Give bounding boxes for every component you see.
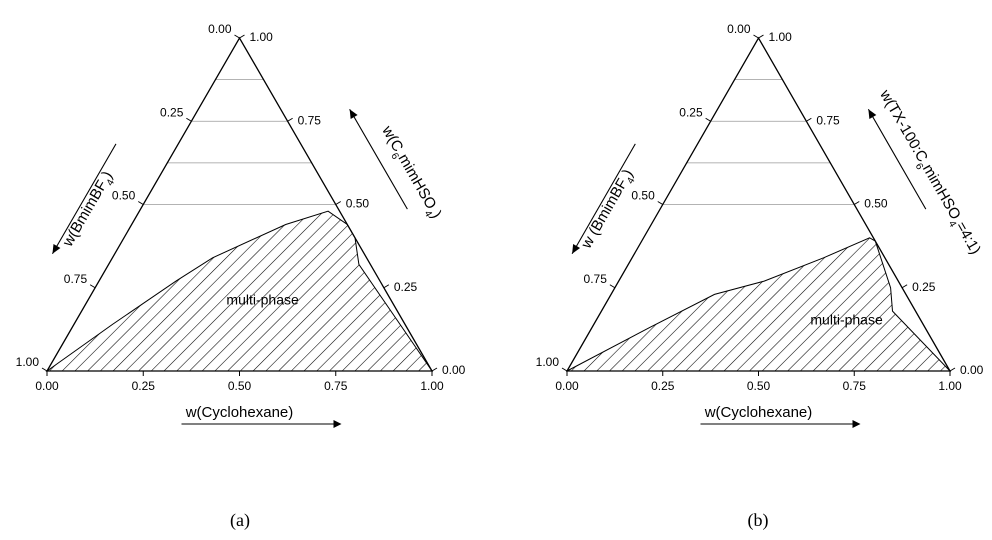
right-tick: [949, 367, 956, 372]
bottom-tick-label: 0.75: [843, 379, 867, 393]
ternary-chart-a: 0.00 0.25 0.50 0.75 1.00 0.00 0.25 0.50 0.75 1.00…: [16, 22, 466, 531]
left-tick: [186, 117, 192, 122]
left-tick-label: 1.00: [16, 355, 40, 369]
bottom-tick-label: 0.25: [651, 379, 675, 393]
right-axis-title-part: 4: [421, 209, 434, 220]
right-axis-arrowhead: [868, 109, 877, 120]
left-tick: [234, 34, 240, 39]
left-axis-title-main: w (BmimBF: [577, 176, 631, 253]
right-axis-title-part: mimHSO: [919, 161, 964, 222]
left-tick: [753, 34, 759, 39]
left-axis-arrow: [571, 143, 636, 255]
bottom-axis-title: w(Cyclohexane): [704, 404, 813, 421]
chart-caption: (b): [748, 510, 769, 531]
right-axis-title-part: 6: [388, 151, 401, 162]
bottom-axis-arrowhead: [852, 420, 861, 428]
left-axis-title-sub: 4: [625, 175, 638, 186]
right-axis-title-part: mimHSO: [394, 151, 439, 212]
right-tick-label: 0.25: [912, 280, 936, 294]
left-tick: [137, 201, 144, 205]
left-tick-label: 0.75: [64, 272, 88, 286]
grid-lines: [662, 79, 855, 205]
right-tick-label: 0.75: [298, 113, 322, 127]
left-tick-label: 0.00: [727, 22, 751, 36]
right-tick-label: 1.00: [250, 30, 274, 44]
right-axis-title-part: =4:1): [952, 219, 984, 257]
bottom-tick-label: 0.00: [555, 379, 579, 393]
left-tick: [609, 284, 616, 289]
chart-caption: (a): [230, 510, 250, 531]
bottom-tick-label: 1.00: [938, 379, 962, 393]
left-tick: [89, 284, 96, 289]
bottom-axis-arrowhead: [333, 420, 342, 428]
region-label: multi-phase: [810, 311, 883, 327]
left-tick-label: 0.50: [631, 189, 655, 203]
bottom-tick-label: 1.00: [420, 379, 444, 393]
grid-lines: [143, 79, 336, 205]
right-axis-title: w(TX-100:C6mimHSO4=4:1): [872, 86, 984, 259]
bottom-tick-label: 0.00: [35, 379, 59, 393]
left-axis-title: w (BmimBF4): [577, 166, 640, 254]
left-axis-arrowhead: [52, 243, 61, 254]
right-tick: [335, 201, 342, 205]
right-tick: [383, 284, 390, 289]
right-tick-label: 0.50: [864, 197, 888, 211]
right-axis-arrow: [349, 108, 408, 210]
right-tick-label: 0.75: [816, 113, 840, 127]
left-tick-label: 0.00: [208, 22, 232, 36]
bottom-tick-label: 0.50: [228, 379, 252, 393]
bottom-tick-label: 0.75: [324, 379, 348, 393]
region-label: multi-phase: [226, 291, 299, 307]
left-tick: [561, 367, 568, 372]
right-tick: [239, 34, 245, 39]
right-tick-label: 0.25: [394, 280, 418, 294]
right-tick: [853, 201, 860, 205]
left-axis-arrow: [51, 143, 117, 255]
left-axis-arrowhead: [572, 243, 581, 254]
right-axis-arrowhead: [349, 109, 358, 120]
right-axis-title-part: 4: [946, 219, 959, 230]
left-tick: [705, 117, 711, 122]
right-axis-arrow: [867, 108, 927, 210]
left-tick: [657, 201, 664, 205]
right-tick: [901, 284, 908, 289]
multi-phase-region: [566, 237, 952, 372]
right-tick: [431, 367, 438, 372]
right-axis-title-part: 6: [913, 162, 926, 173]
left-tick-label: 0.75: [584, 272, 608, 286]
left-tick-label: 0.50: [112, 189, 136, 203]
right-tick-label: 1.00: [769, 30, 793, 44]
right-tick: [758, 34, 764, 39]
left-tick-label: 0.25: [160, 105, 184, 119]
right-tick-label: 0.00: [960, 363, 984, 377]
left-tick: [41, 367, 48, 372]
right-axis-title-part: (C: [384, 133, 407, 155]
bottom-tick-label: 0.50: [747, 379, 771, 393]
bottom-axis-title: w(Cyclohexane): [185, 404, 294, 421]
multi-phase-region: [45, 210, 433, 372]
right-tick: [806, 117, 812, 122]
right-axis-title: w(C6mimHSO4): [374, 122, 445, 223]
left-axis-title-main: w(BmimBF: [59, 177, 111, 250]
bottom-tick-label: 0.25: [132, 379, 156, 393]
right-tick-label: 0.00: [442, 363, 466, 377]
left-tick-label: 1.00: [536, 355, 560, 369]
left-tick-label: 0.25: [679, 105, 703, 119]
right-tick-label: 0.50: [346, 197, 370, 211]
right-axis-title-part: (TX-100:C: [882, 97, 931, 166]
right-tick: [287, 117, 293, 122]
left-axis-title: w(BmimBF4): [59, 168, 120, 252]
ternary-chart-b: 0.00 0.25 0.50 0.75 1.00 0.00 0.25 0.50 0.75 1.00…: [536, 22, 984, 531]
left-axis-title-sub: 4: [105, 177, 118, 188]
